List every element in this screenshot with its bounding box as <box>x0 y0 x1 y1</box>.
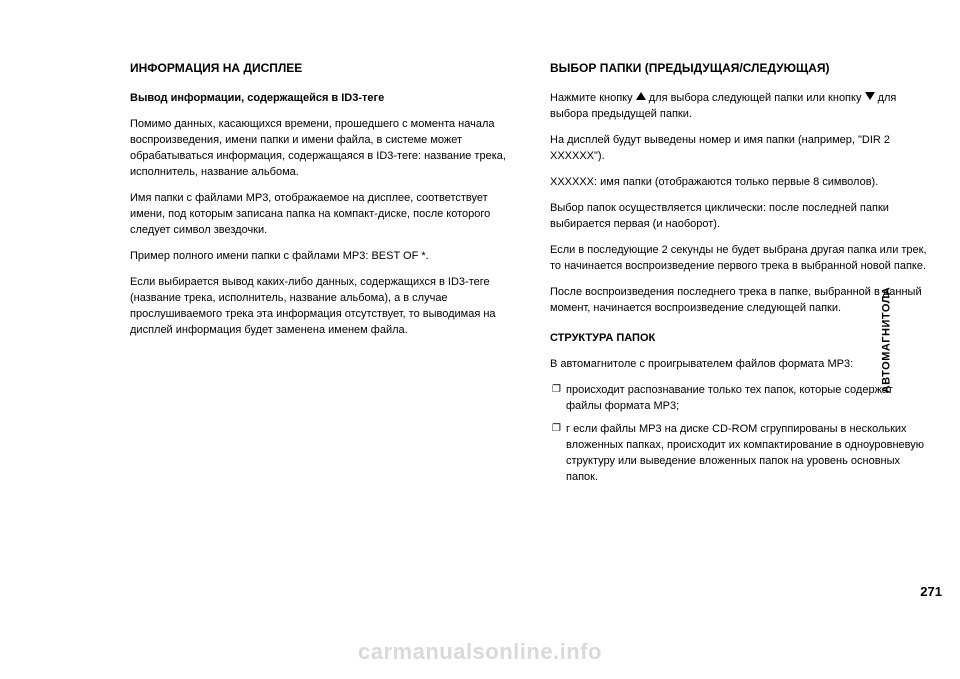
left-column: ИНФОРМАЦИЯ НА ДИСПЛЕЕ Вывод информации, … <box>130 60 510 494</box>
list-item: ❐ г если файлы MP3 на диске CD-ROM сгруп… <box>550 422 930 486</box>
right-paragraph: Если в последующие 2 секунды не будет вы… <box>550 243 930 275</box>
right-heading: ВЫБОР ПАПКИ (ПРЕДЫДУЩАЯ/СЛЕДУЮЩАЯ) <box>550 60 930 77</box>
list-marker-icon: ❐ <box>552 422 566 486</box>
two-column-layout: ИНФОРМАЦИЯ НА ДИСПЛЕЕ Вывод информации, … <box>130 60 930 494</box>
left-paragraph: Пример полного имени папки с файлами MP3… <box>130 249 510 265</box>
list-item: ❐ происходит распознавание только тех па… <box>550 383 930 415</box>
right-paragraph: XXXXXX: имя папки (отображаются только п… <box>550 175 930 191</box>
right-subheading: СТРУКТУРА ПАПОК <box>550 331 930 347</box>
arrow-down-icon <box>865 92 875 100</box>
left-paragraph: Если выбирается вывод каких-либо данных,… <box>130 275 510 339</box>
page-number: 271 <box>920 584 942 599</box>
arrow-up-icon <box>636 92 646 100</box>
text-fragment: для выбора следующей папки или кнопку <box>646 92 865 104</box>
text-fragment: Нажмите кнопку <box>550 92 636 104</box>
right-paragraph: В автомагнитоле с проигрывателем файлов … <box>550 357 930 373</box>
page: ИНФОРМАЦИЯ НА ДИСПЛЕЕ Вывод информации, … <box>0 0 960 679</box>
right-paragraph: Выбор папок осуществляется циклически: п… <box>550 201 930 233</box>
left-paragraph: Имя папки с файлами MP3, отображаемое на… <box>130 191 510 239</box>
left-paragraph: Помимо данных, касающихся времени, проше… <box>130 117 510 181</box>
left-heading: ИНФОРМАЦИЯ НА ДИСПЛЕЕ <box>130 60 510 77</box>
watermark-text: carmanualsonline.info <box>358 639 602 665</box>
list-marker-icon: ❐ <box>552 383 566 415</box>
right-paragraph: После воспроизведения последнего трека в… <box>550 285 930 317</box>
right-paragraph: На дисплей будут выведены номер и имя па… <box>550 133 930 165</box>
right-column: ВЫБОР ПАПКИ (ПРЕДЫДУЩАЯ/СЛЕДУЮЩАЯ) Нажми… <box>550 60 930 494</box>
left-subheading: Вывод информации, содержащейся в ID3-тег… <box>130 91 510 107</box>
section-side-label: АВТОМАГНИТОЛА <box>881 286 893 393</box>
list-item-text: г если файлы MP3 на диске CD-ROM сгруппи… <box>566 422 930 486</box>
right-paragraph: Нажмите кнопку для выбора следующей папк… <box>550 91 930 123</box>
list-item-text: происходит распознавание только тех папо… <box>566 383 930 415</box>
